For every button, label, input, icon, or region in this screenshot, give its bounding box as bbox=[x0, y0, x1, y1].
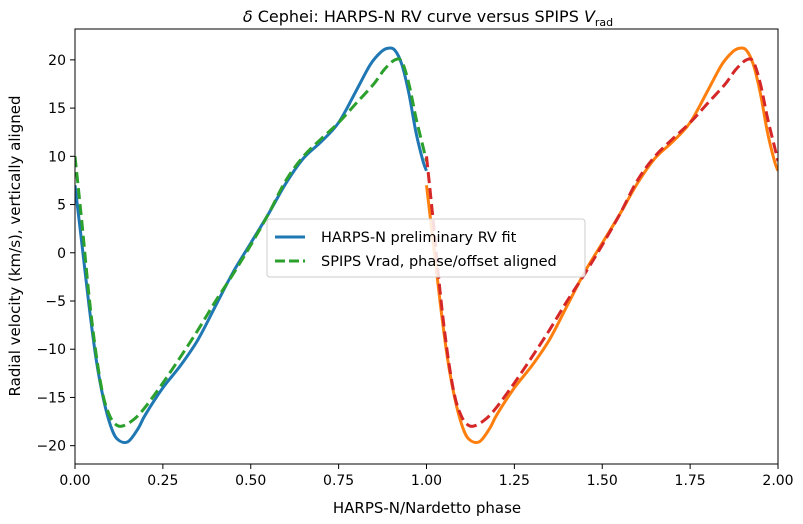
y-tick-label: 0 bbox=[57, 246, 66, 262]
x-axis-label: HARPS-N/Nardetto phase bbox=[333, 499, 521, 517]
y-tick-label: 15 bbox=[48, 101, 66, 117]
y-tick-label: −10 bbox=[36, 342, 66, 358]
x-tick-label: 1.75 bbox=[675, 473, 706, 489]
series-group bbox=[75, 46, 778, 445]
y-tick-label: 5 bbox=[57, 198, 66, 214]
series-line-spips-0-1 bbox=[75, 57, 428, 428]
x-tick-label: 1.25 bbox=[499, 473, 530, 489]
legend-box bbox=[266, 218, 586, 278]
title-sub: rad bbox=[595, 16, 613, 29]
y-axis-ticks: −20 −15 −10 −5 0 5 10 15 20 bbox=[36, 53, 75, 455]
x-tick-label: 2.00 bbox=[762, 473, 793, 489]
legend-entry-harps: HARPS-N preliminary RV fit bbox=[321, 230, 517, 246]
y-tick-label: 20 bbox=[48, 53, 66, 69]
series-line-spips-1-2 bbox=[425, 57, 778, 428]
y-tick-label: −5 bbox=[45, 294, 66, 310]
x-tick-label: 0.75 bbox=[323, 473, 354, 489]
chart-title: δ Cephei: HARPS-N RV curve versus SPIPS … bbox=[243, 7, 613, 29]
title-prefix: δ bbox=[243, 7, 253, 26]
x-tick-label: 0.00 bbox=[59, 473, 90, 489]
y-tick-label: −20 bbox=[36, 439, 66, 455]
title-main: Cephei: HARPS-N RV curve versus SPIPS bbox=[253, 7, 584, 26]
title-v: V bbox=[584, 7, 596, 26]
x-tick-label: 1.50 bbox=[587, 473, 618, 489]
x-tick-label: 0.50 bbox=[235, 473, 266, 489]
x-tick-label: 0.25 bbox=[147, 473, 178, 489]
legend: HARPS-N preliminary RV fit SPIPS Vrad, p… bbox=[266, 218, 586, 278]
y-axis-label: Radial velocity (km/s), vertically align… bbox=[6, 96, 24, 397]
y-tick-label: −15 bbox=[36, 390, 66, 406]
x-tick-label: 1.00 bbox=[411, 473, 442, 489]
legend-entry-spips: SPIPS Vrad, phase/offset aligned bbox=[321, 254, 557, 270]
y-tick-label: 10 bbox=[48, 149, 66, 165]
x-axis-ticks: 0.00 0.25 0.50 0.75 1.00 1.25 1.50 1.75 2.00 bbox=[59, 464, 794, 489]
